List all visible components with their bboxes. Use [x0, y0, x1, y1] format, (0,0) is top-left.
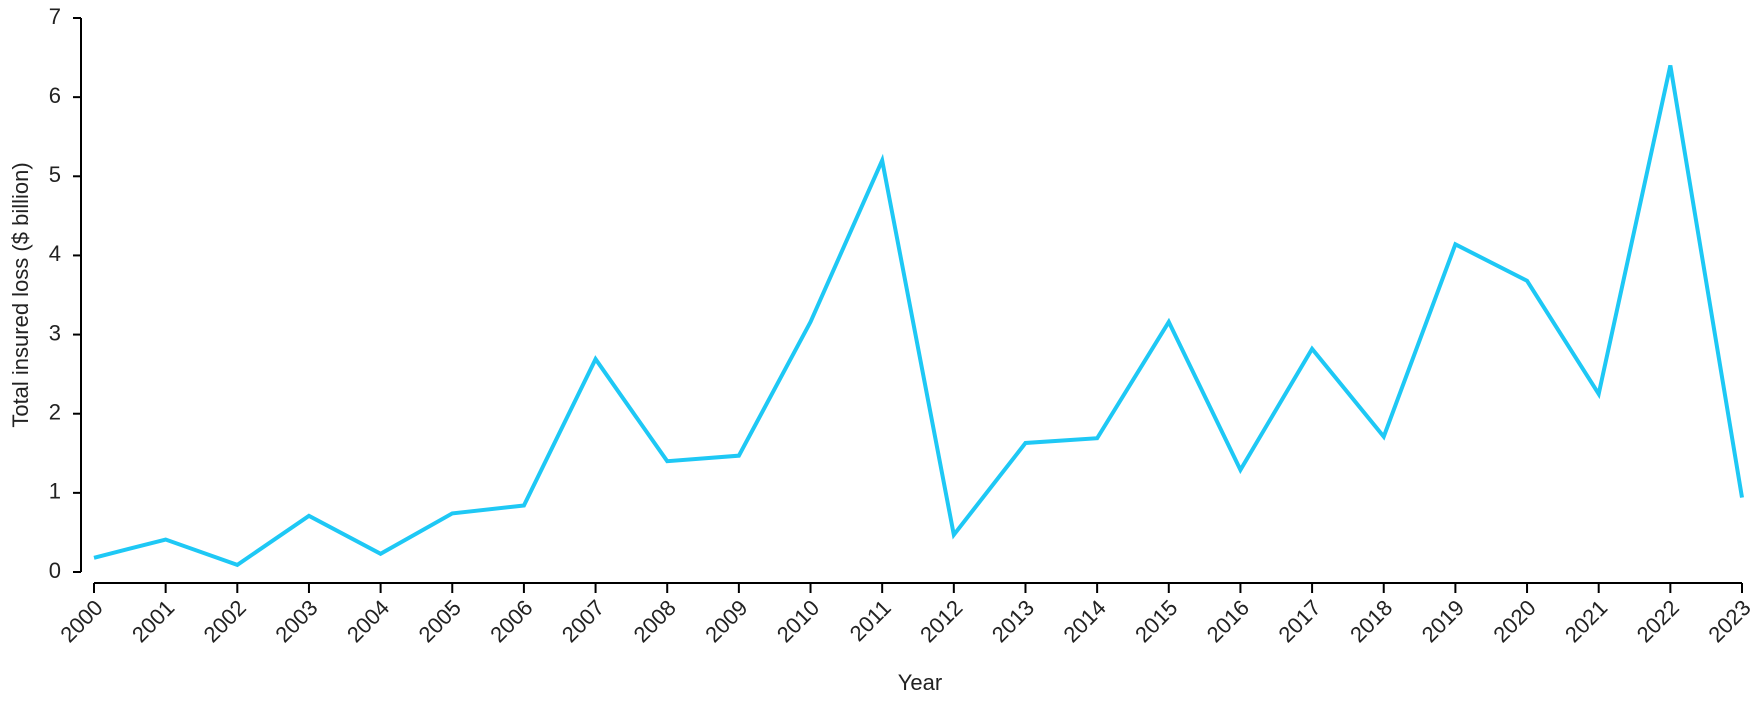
y-tick-label: 0 — [49, 558, 61, 583]
y-tick-label: 1 — [49, 479, 61, 504]
x-tick-label: 2015 — [1130, 595, 1182, 647]
x-tick-label: 2011 — [845, 595, 896, 646]
x-axis-title: Year — [898, 670, 942, 695]
y-tick-label: 2 — [49, 400, 61, 425]
y-axis-title: Total insured loss ($ billion) — [8, 162, 33, 427]
y-tick-label: 3 — [49, 320, 61, 345]
x-tick-label: 2022 — [1632, 595, 1684, 647]
x-tick-label: 2017 — [1273, 595, 1325, 647]
x-tick-label: 2020 — [1488, 595, 1540, 647]
x-tick-label: 2007 — [557, 595, 609, 647]
x-tick-label: 2009 — [700, 595, 752, 647]
x-tick-label: 2004 — [342, 595, 394, 647]
x-tick-label: 2016 — [1202, 595, 1254, 647]
y-tick-label: 7 — [49, 4, 61, 29]
y-tick-label: 6 — [49, 83, 61, 108]
x-tick-label: 2003 — [270, 595, 322, 647]
x-tick-label: 2012 — [915, 595, 967, 647]
y-tick-label: 5 — [49, 162, 61, 187]
x-tick-label: 2013 — [987, 595, 1039, 647]
x-tick-label: 2021 — [1560, 595, 1612, 647]
x-tick-label: 2014 — [1058, 595, 1110, 647]
x-tick-label: 2001 — [127, 595, 179, 647]
x-tick-label: 2006 — [485, 595, 537, 647]
x-tick-label: 2010 — [772, 595, 824, 647]
x-tick-label: 2005 — [414, 595, 466, 647]
x-tick-label: 2008 — [629, 595, 681, 647]
x-tick-label: 2019 — [1417, 595, 1469, 647]
x-tick-label: 2002 — [199, 595, 251, 647]
data-line — [93, 65, 1744, 568]
y-tick-label: 4 — [49, 241, 61, 266]
x-tick-label: 2000 — [55, 595, 107, 647]
x-tick-label: 2018 — [1345, 595, 1397, 647]
x-tick-label: 2023 — [1703, 595, 1755, 647]
